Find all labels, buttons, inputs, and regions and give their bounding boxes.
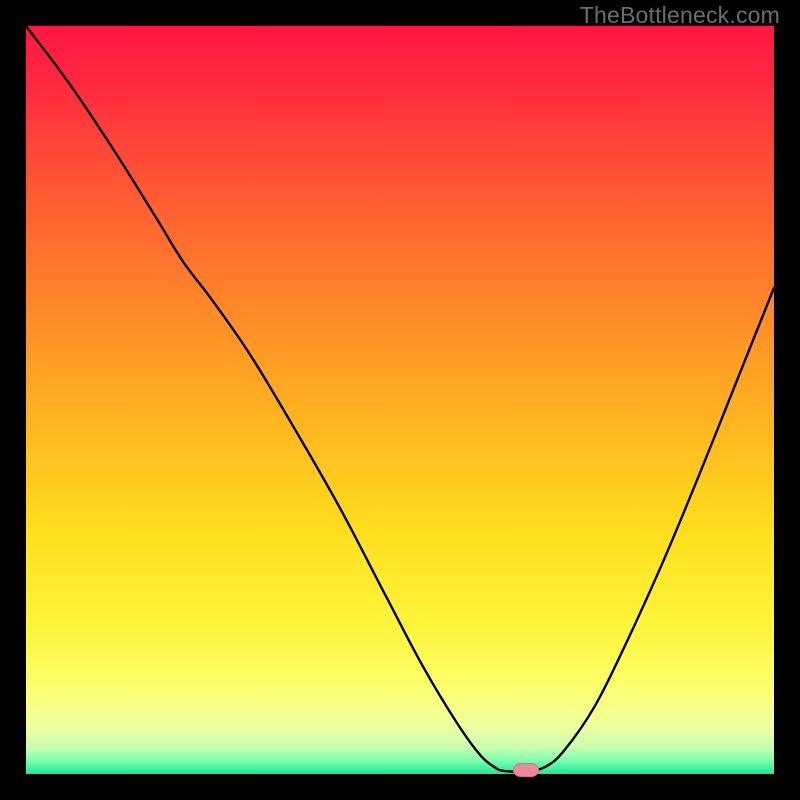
optimal-point-marker	[513, 763, 539, 777]
plot-area	[26, 26, 774, 774]
bottleneck-curve	[26, 26, 774, 774]
watermark-text: TheBottleneck.com	[580, 2, 780, 29]
bottleneck-chart: TheBottleneck.com	[0, 0, 800, 800]
